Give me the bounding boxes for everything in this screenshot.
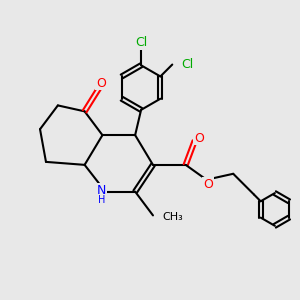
Text: Cl: Cl	[181, 58, 194, 71]
Text: O: O	[96, 76, 106, 90]
Text: CH₃: CH₃	[162, 212, 183, 222]
Text: O: O	[203, 178, 213, 191]
Text: O: O	[194, 132, 204, 145]
Text: Cl: Cl	[135, 36, 147, 49]
Text: H: H	[98, 195, 106, 205]
Text: N: N	[97, 184, 106, 196]
